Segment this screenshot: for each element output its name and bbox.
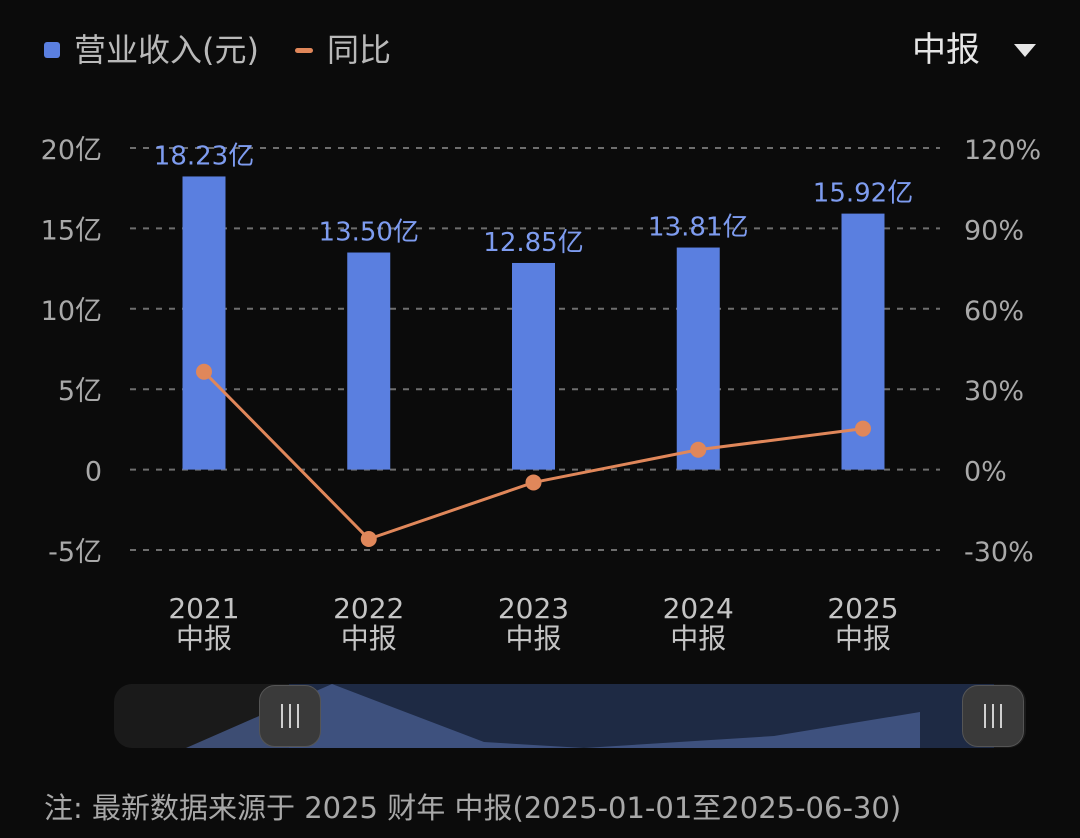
zoom-sparkline bbox=[186, 684, 920, 748]
yoy-point bbox=[196, 363, 212, 380]
revenue-bar bbox=[182, 176, 226, 470]
revenue-bar bbox=[512, 262, 555, 470]
y-left-tick-label: -5亿 bbox=[48, 537, 102, 568]
legend-revenue-swatch bbox=[44, 42, 60, 58]
yoy-point bbox=[360, 531, 377, 548]
y-left-tick-label: 0 bbox=[85, 457, 102, 488]
legend-revenue-label: 营业收入(元) bbox=[74, 31, 259, 69]
y-right-tick-label: 60% bbox=[964, 296, 1024, 327]
y-right-tick-label: 90% bbox=[964, 215, 1024, 246]
x-tick-label: 2023 中报 bbox=[498, 592, 569, 655]
legend-yoy-label: 同比 bbox=[326, 31, 391, 69]
legend-item-revenue[interactable]: 营业收入(元) bbox=[44, 28, 259, 72]
y-right-tick-label: 0% bbox=[964, 457, 1007, 488]
yoy-point bbox=[525, 474, 542, 491]
y-right-tick-label: 30% bbox=[964, 376, 1024, 407]
revenue-bar bbox=[347, 252, 391, 470]
x-tick-label: 2024 中报 bbox=[663, 592, 734, 655]
zoom-sparkline-area bbox=[186, 684, 920, 748]
period-selector-value: 中报 bbox=[912, 30, 980, 70]
y-right-tick-label: -30% bbox=[964, 537, 1034, 568]
caret-down-icon bbox=[1014, 43, 1036, 57]
x-tick-label: 2022 中报 bbox=[333, 592, 404, 655]
chart-legend: 营业收入(元) 同比 bbox=[44, 28, 427, 72]
yoy-point bbox=[690, 441, 707, 458]
y-right-tick-label: 120% bbox=[964, 135, 1041, 166]
bar-value-label: 13.50亿 bbox=[319, 218, 419, 248]
y-left-tick-label: 15亿 bbox=[41, 215, 102, 246]
data-source-note: 注: 最新数据来源于 2025 财年 中报(2025-01-01至2025-06… bbox=[44, 791, 902, 825]
zoom-slider[interactable] bbox=[114, 684, 1026, 748]
zoom-handle-right[interactable] bbox=[962, 685, 1024, 747]
x-tick-label: 2025 中报 bbox=[827, 592, 898, 655]
bar-value-label: 12.85亿 bbox=[483, 228, 583, 258]
revenue-chart: 20亿 15亿 10亿 5亿 0 -5亿 120% 90% 60% 30% 0% -30% 18.23亿… bbox=[41, 135, 1042, 655]
legend-yoy-swatch bbox=[294, 47, 313, 53]
y-left-tick-label: 5亿 bbox=[58, 376, 102, 407]
bar-value-label: 13.81亿 bbox=[648, 213, 748, 243]
zoom-handle-left[interactable] bbox=[259, 685, 321, 747]
bar-value-label: 18.23亿 bbox=[154, 141, 254, 171]
bar-value-label: 15.92亿 bbox=[813, 179, 913, 209]
legend-item-yoy[interactable]: 同比 bbox=[294, 28, 391, 72]
yoy-point bbox=[855, 420, 871, 437]
revenue-bar bbox=[676, 247, 720, 470]
y-left-tick-label: 10亿 bbox=[41, 296, 102, 327]
x-tick-label: 2021 中报 bbox=[168, 592, 239, 655]
y-left-tick-label: 20亿 bbox=[41, 135, 102, 166]
period-selector[interactable]: 中报 bbox=[912, 26, 1036, 74]
